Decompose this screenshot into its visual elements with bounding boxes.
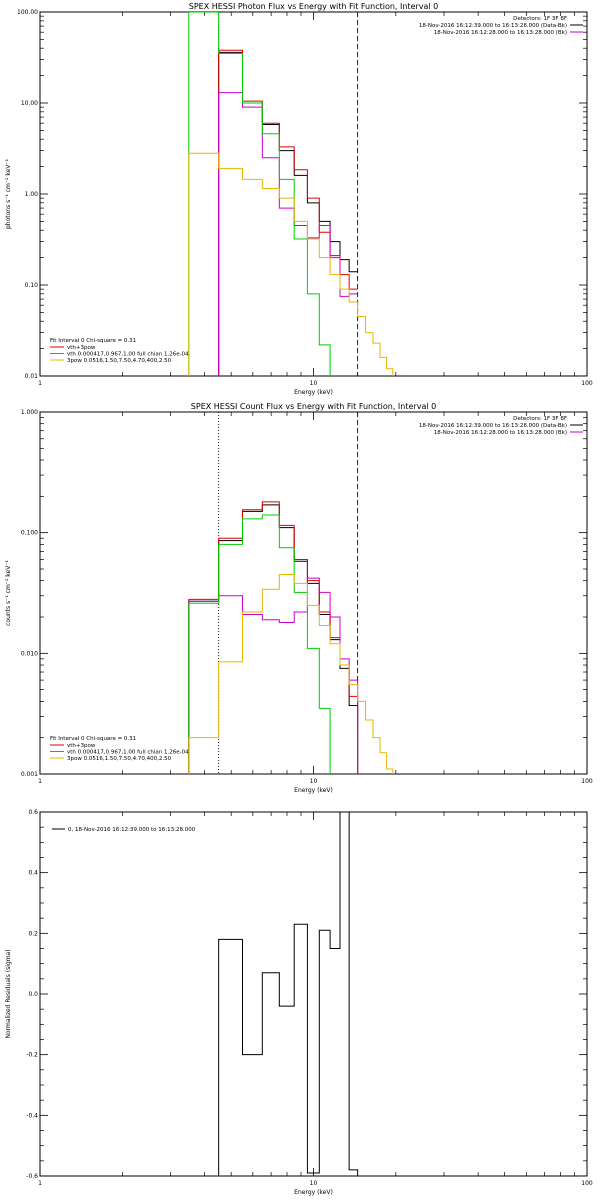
y-tick-label: -0.6 [26, 1173, 38, 1180]
chart-title: SPEX HESSI Count Flux vs Energy with Fit… [191, 402, 436, 411]
series-group [188, 501, 394, 774]
legend-bottom-header: Fit Interval 0 Chi-square = 0.31 [50, 338, 136, 344]
series-line-3 [188, 514, 331, 774]
series-line-0 [218, 51, 358, 376]
y-tick-label: 1.00 [25, 191, 39, 198]
x-tick-label: 10 [310, 380, 318, 387]
y-tick-label: 0.010 [21, 650, 38, 657]
series-group [188, 12, 394, 376]
x-tick-label: 100 [581, 778, 593, 785]
y-tick-label: 0.100 [21, 530, 38, 537]
legend-top-entry: 18-Nov-2016 16:12:39.000 to 16:13:28.000… [419, 423, 567, 429]
series-group [218, 812, 359, 1176]
legend-bottom-entry: 3pow 0.0516,1.50,7.50,4.70,400,2.50 [67, 358, 172, 364]
x-tick-label: 100 [581, 380, 593, 387]
plot-frame [39, 811, 588, 1177]
legend-top-entry: 18-Nov-2016 16:12:28.000 to 16:13:28.000… [434, 430, 567, 436]
y-tick-label: -0.4 [26, 1112, 38, 1119]
legend-bottom-entry: 3pow 0.0516,1.50,7.50,4.70,400,2.50 [67, 756, 172, 762]
x-tick-label: 10 [310, 778, 318, 785]
y-tick-label: 0.10 [25, 282, 39, 289]
y-tick-label: 100.00 [17, 9, 38, 16]
legend-top-entry: 18-Nov-2016 16:12:39.000 to 16:13:28.000… [419, 23, 567, 29]
y-tick-label: 0.0 [28, 991, 38, 998]
y-tick-label: 10.00 [21, 100, 38, 107]
x-axis-label: Energy (keV) [294, 787, 333, 794]
legend-top-entry: 18-Nov-2016 16:12:28.000 to 16:13:28.000… [434, 30, 567, 36]
x-tick-label: 10 [310, 1180, 318, 1187]
series-line-4 [188, 574, 394, 774]
legend-bottom-entry: vth+3pow [67, 345, 96, 351]
x-axis-label: Energy (keV) [294, 389, 333, 396]
chart-1: SPEX HESSI Count Flux vs Energy with Fit… [5, 402, 593, 794]
series-line-0 [218, 812, 359, 1176]
y-tick-label: 0.4 [28, 870, 38, 877]
y-tick-label: 1.000 [21, 409, 38, 416]
legend-bottom-entry: vth 0.000417,0.967,1.00 full chian 1.26e… [67, 750, 189, 756]
legend-top-entry: Detectors: 1F 3F 8F [513, 416, 567, 422]
series-line-4 [188, 152, 394, 376]
y-tick-label: 0.6 [28, 809, 38, 816]
legend-bottom-entry: vth 0.000417,0.967,1.00 full chian 1.26e… [67, 352, 189, 358]
y-axis-label: Normalized Residuals (sigma) [5, 949, 12, 1038]
x-tick-label: 100 [581, 1180, 593, 1187]
series-line-1 [218, 49, 358, 376]
y-tick-label: 0.2 [28, 930, 38, 937]
series-line-1 [188, 501, 359, 774]
y-axis-label: counts s⁻¹ cm⁻² keV⁻¹ [5, 560, 12, 626]
plot-frame [39, 411, 588, 775]
y-tick-label: -0.2 [26, 1052, 38, 1059]
y-tick-label: 0.01 [25, 373, 39, 380]
chart-2: 1 10 100 -0.6 -0.4 -0.2 0.0 0.2 0.4 0.6 Energy (ke… [5, 809, 593, 1196]
legend-bottom-entry: vth+3pow [67, 743, 96, 749]
series-line-2 [218, 92, 358, 376]
x-tick-label: 1 [38, 778, 42, 785]
series-line-3 [188, 12, 331, 376]
y-tick-label: 0.001 [21, 771, 38, 778]
x-tick-label: 1 [38, 1180, 42, 1187]
chart-0: SPEX HESSI Photon Flux vs Energy with Fi… [5, 2, 593, 396]
chart-title: SPEX HESSI Photon Flux vs Energy with Fi… [189, 2, 439, 11]
legend-bottom-header: Fit Interval 0 Chi-square = 0.31 [50, 736, 136, 742]
series-line-2 [188, 577, 359, 774]
legend-top-entry: Detectors: 1F 3F 8F [513, 16, 567, 22]
legend-entry: 0, 18-Nov-2016 16:12:39.000 to 16:13:28.… [68, 827, 196, 833]
y-axis-label: photons s⁻¹ cm⁻² keV⁻¹ [5, 158, 12, 229]
plot-frame [39, 11, 588, 377]
x-axis-label: Energy (keV) [294, 1189, 333, 1196]
series-line-0 [188, 504, 359, 774]
x-tick-label: 1 [38, 380, 42, 387]
